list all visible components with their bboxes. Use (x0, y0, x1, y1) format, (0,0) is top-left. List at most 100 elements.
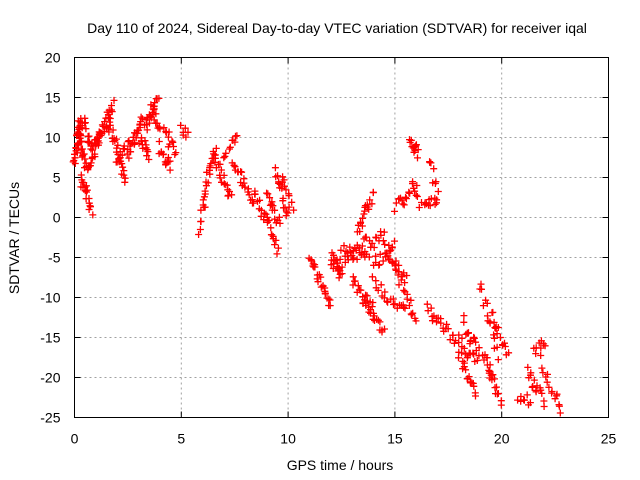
data-point-marker (358, 242, 366, 250)
data-point-marker (362, 233, 370, 241)
data-point-marker (281, 182, 288, 190)
data-point-marker (541, 342, 549, 350)
data-point-marker (155, 94, 163, 102)
data-point-marker (383, 297, 391, 305)
data-point-marker (372, 277, 380, 285)
data-point-marker (349, 273, 357, 281)
data-point-marker (501, 339, 508, 347)
data-point-marker (433, 199, 440, 207)
data-point-marker (470, 334, 478, 342)
data-point-marker (494, 356, 502, 364)
data-point-marker (455, 331, 463, 339)
data-point-marker (172, 149, 180, 157)
data-point-marker (530, 376, 538, 384)
data-point-marker (368, 239, 376, 247)
data-point-marker (110, 96, 118, 104)
data-point-marker (423, 300, 431, 308)
data-point-marker (82, 125, 90, 133)
data-point-marker (335, 274, 343, 282)
data-point-marker (116, 148, 124, 156)
plot-frame (74, 57, 609, 418)
data-point-marker (241, 183, 249, 191)
data-point-marker (490, 318, 498, 326)
data-point-marker (121, 174, 129, 182)
data-point-marker (539, 369, 547, 377)
data-point-marker (260, 216, 268, 224)
data-point-marker (285, 192, 293, 200)
data-point-marker (365, 253, 373, 261)
data-point-marker (274, 244, 282, 252)
data-point-marker (273, 250, 281, 258)
data-point-marker (465, 373, 473, 381)
data-point-marker (376, 250, 384, 258)
data-point-marker (204, 179, 212, 187)
data-point-marker (459, 357, 467, 365)
data-point-marker (412, 317, 420, 325)
data-point-marker (105, 128, 113, 136)
data-point-marker (349, 281, 357, 289)
data-point-marker (282, 186, 290, 194)
data-point-marker (369, 188, 377, 196)
data-point-marker (406, 189, 414, 197)
data-point-marker (545, 383, 553, 391)
data-point-marker (77, 146, 85, 154)
data-point-marker (403, 290, 411, 298)
data-point-marker (276, 219, 284, 227)
data-point-marker (431, 200, 439, 208)
data-point-marker (71, 154, 79, 162)
data-point-marker (543, 378, 551, 386)
data-point-marker (271, 206, 279, 214)
data-point-marker (490, 331, 498, 339)
data-point-marker (336, 255, 344, 263)
data-point-marker (407, 296, 415, 304)
data-point-marker (201, 187, 209, 195)
data-point-marker (220, 171, 228, 179)
data-point-marker (114, 141, 122, 149)
data-point-marker (77, 132, 85, 140)
data-point-marker (514, 396, 522, 404)
data-point-marker (284, 209, 292, 217)
data-point-marker (443, 320, 451, 328)
data-point-marker (267, 224, 275, 232)
data-point-marker (479, 302, 487, 310)
data-point-marker (245, 191, 253, 199)
data-point-marker (449, 331, 457, 339)
data-point-marker (145, 156, 153, 163)
data-point-marker (117, 157, 125, 165)
x-tick-label: 5 (177, 431, 185, 447)
data-point-marker (408, 311, 416, 319)
data-point-marker (109, 126, 117, 134)
data-point-marker (200, 203, 208, 211)
data-point-marker (362, 299, 370, 307)
x-tick-label: 25 (601, 431, 617, 447)
data-point-marker (325, 295, 333, 303)
data-point-marker (222, 149, 230, 157)
data-point-marker (357, 286, 365, 294)
y-tick-label: 5 (53, 170, 61, 186)
y-tick-label: -10 (40, 290, 60, 306)
data-point-marker (427, 159, 435, 167)
data-point-marker (520, 396, 528, 404)
data-point-marker (195, 231, 203, 238)
data-point-marker (537, 352, 545, 359)
data-point-marker (269, 202, 277, 210)
data-point-marker (75, 126, 83, 133)
data-point-marker (152, 119, 160, 127)
data-point-marker (95, 139, 103, 147)
data-point-marker (402, 193, 410, 201)
data-point-marker (78, 145, 86, 153)
data-point-marker (81, 155, 89, 163)
data-point-marker (494, 390, 502, 397)
data-point-marker (206, 170, 214, 178)
data-point-marker (120, 171, 128, 179)
data-point-marker (166, 166, 174, 174)
data-point-marker (159, 151, 167, 159)
data-point-marker (199, 196, 207, 204)
data-point-marker (386, 247, 394, 255)
data-point-marker (358, 222, 366, 230)
data-point-marker (113, 135, 120, 143)
data-point-marker (483, 354, 491, 362)
data-point-marker (141, 137, 149, 145)
data-point-marker (412, 142, 420, 150)
data-point-marker (405, 302, 413, 309)
